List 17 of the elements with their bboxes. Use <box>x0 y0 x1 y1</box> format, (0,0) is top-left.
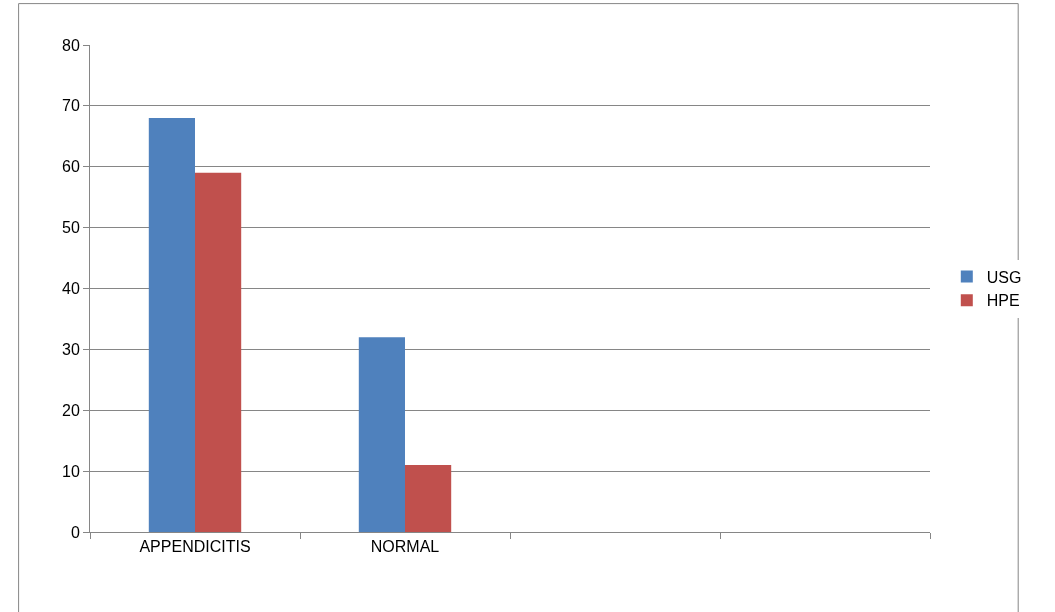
y-tick-label: 40 <box>62 280 80 298</box>
y-tick-label: 0 <box>70 523 80 541</box>
x-tick-label: APPENDICITIS <box>139 538 251 556</box>
y-tick-label: 20 <box>62 401 80 419</box>
y-tick-label: 10 <box>62 462 80 480</box>
x-tick-label: NORMAL <box>370 538 440 556</box>
bar <box>405 465 452 532</box>
y-tick-label: 60 <box>62 158 80 176</box>
y-tick-label: 30 <box>62 340 80 358</box>
legend-label: USG <box>986 268 1022 286</box>
y-tick-label: 80 <box>62 36 80 54</box>
bar <box>148 118 195 532</box>
y-tick-label: 70 <box>62 97 80 115</box>
bar <box>195 172 242 532</box>
y-tick-label: 50 <box>62 219 80 237</box>
legend-label: HPE <box>986 292 1020 310</box>
bar <box>358 337 405 532</box>
